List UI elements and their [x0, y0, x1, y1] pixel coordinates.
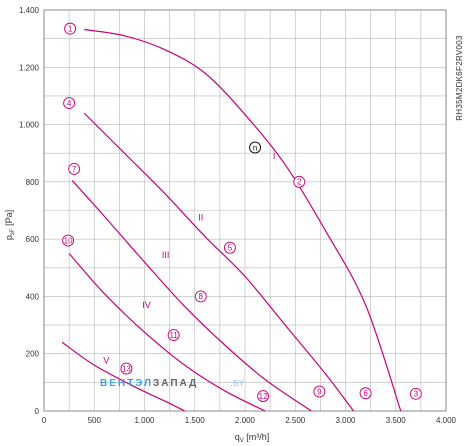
curve-label: III — [162, 250, 170, 260]
x-tick-label: 3.000 — [335, 416, 356, 425]
marker-circle — [194, 290, 207, 303]
marker-number: 7 — [72, 165, 77, 174]
x-tick-label: 500 — [88, 416, 102, 425]
x-axis-title-main: q — [235, 432, 240, 442]
marker-number: 9 — [317, 387, 322, 396]
marker-circle — [120, 362, 133, 375]
marker-circle — [313, 385, 326, 398]
y-axis-title-main: p — [4, 235, 14, 240]
x-axis-title-unit: [m³/h] — [244, 432, 270, 442]
curve-label: V — [103, 356, 109, 366]
performance-curves — [61, 28, 402, 412]
y-tick-label: 400 — [26, 292, 40, 301]
curve-marker: 1 — [64, 22, 77, 35]
x-tick-label: 1.500 — [185, 416, 206, 425]
curve-label: I — [273, 151, 276, 161]
marker-circle — [223, 241, 236, 254]
curve-marker: 7 — [68, 163, 81, 175]
watermark-part2: ЗАПАД — [153, 378, 198, 389]
curve-II — [83, 112, 355, 412]
marker-circle — [293, 175, 306, 188]
marker-number: 10 — [64, 236, 73, 245]
x-axis-title-sub: V — [240, 438, 244, 444]
marker-circle — [257, 390, 270, 403]
marker-number: 4 — [67, 99, 72, 108]
marker-circle — [167, 329, 180, 342]
y-axis-title-unit: [Pa] — [4, 210, 14, 229]
curve-marker: 11 — [167, 329, 180, 342]
x-tick-label: 2.000 — [235, 416, 256, 425]
curve-marker: 12 — [257, 390, 270, 403]
curve-marker: 3 — [409, 387, 422, 400]
curve-marker: 2 — [293, 175, 306, 188]
curve-label: IV — [142, 300, 151, 310]
operating-point: n — [249, 141, 262, 154]
marker-number: 1 — [68, 24, 73, 33]
marker-circle — [62, 234, 75, 247]
marker-number: 3 — [414, 390, 419, 399]
marker-circle — [409, 387, 422, 400]
y-tick-label: 0 — [35, 407, 40, 416]
axes — [43, 9, 447, 412]
curve-V — [61, 341, 185, 412]
marker-circle — [68, 163, 81, 175]
curve-marker: 8 — [194, 290, 207, 303]
x-tick-label: 4.000 — [436, 416, 457, 425]
y-tick-label: 1.400 — [19, 6, 40, 15]
curve-label: II — [198, 213, 203, 223]
y-tick-label: 1.000 — [19, 121, 40, 130]
marker-number: 13 — [122, 364, 131, 373]
marker-number: 5 — [228, 244, 233, 253]
marker-number: 8 — [199, 292, 204, 301]
operating-point-circle — [249, 141, 262, 154]
curve-I — [84, 28, 402, 412]
x-tick-label: 1.000 — [134, 416, 155, 425]
curve-marker: 13 — [120, 362, 133, 375]
y-axis-title-sub: sF — [10, 228, 16, 235]
y-axis-title: psF [Pa] — [4, 210, 16, 240]
model-label: RH35M2DK6F2RV003 — [455, 35, 464, 121]
marker-number: 6 — [363, 389, 368, 398]
plot-frame — [43, 9, 447, 412]
marker-number: 12 — [259, 392, 268, 401]
watermark: ВЕНТЭЛЗАПАД .BY — [100, 378, 245, 389]
curve-marker: 9 — [313, 385, 326, 398]
x-axis-title: qV [m³/h] — [235, 432, 270, 444]
curve-marker: 6 — [359, 387, 372, 400]
curve-III — [71, 180, 312, 412]
curve-marker: 4 — [63, 97, 76, 110]
y-tick-label: 800 — [26, 178, 40, 187]
marker-number: 2 — [297, 178, 302, 187]
operating-point-label: n — [253, 143, 257, 152]
marker-number: 11 — [169, 331, 178, 340]
x-tick-label: 0 — [42, 416, 47, 425]
watermark-part1: ВЕНТЭЛ — [100, 378, 153, 389]
curve-IV — [68, 253, 266, 412]
marker-circle — [64, 22, 77, 35]
curve-marker: 10 — [62, 234, 75, 247]
curve-marker: 5 — [223, 241, 236, 254]
marker-circle — [359, 387, 372, 400]
y-tick-label: 200 — [26, 350, 40, 359]
marker-circle — [63, 97, 76, 110]
x-tick-label: 3.500 — [386, 416, 407, 425]
tick-labels: 0 500 1.000 1.500 2.000 2.500 3.000 3.500 4.000 0… — [19, 6, 457, 425]
watermark-part3: .BY — [230, 379, 245, 388]
svg-text:psF [Pa]: psF [Pa] — [4, 210, 16, 240]
y-tick-label: 600 — [26, 235, 40, 244]
grid — [43, 9, 447, 412]
x-tick-label: 2.500 — [285, 416, 306, 425]
y-tick-label: 1.200 — [19, 63, 40, 72]
